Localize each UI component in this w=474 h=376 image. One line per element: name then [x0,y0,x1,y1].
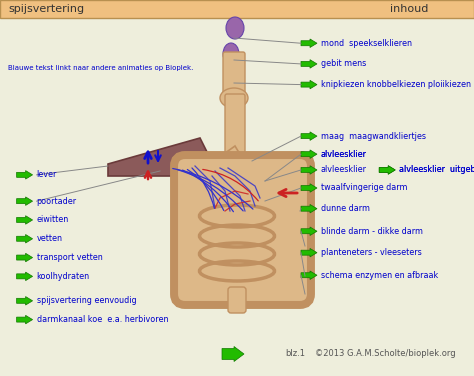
Text: alvleesklier: alvleesklier [321,165,367,174]
Text: blinde darm - dikke darm: blinde darm - dikke darm [321,227,423,236]
FancyArrow shape [17,171,33,179]
Text: poortader: poortader [36,197,77,206]
Text: alvleesklier  uitgebreid: alvleesklier uitgebreid [399,165,474,174]
Polygon shape [235,181,265,206]
FancyArrow shape [17,253,33,262]
Ellipse shape [226,17,244,39]
Polygon shape [215,176,265,189]
Text: knipkiezen knobbelkiezen ploiikiezen: knipkiezen knobbelkiezen ploiikiezen [321,80,471,89]
Text: transport vetten: transport vetten [36,253,102,262]
Ellipse shape [220,88,248,108]
FancyArrow shape [17,315,33,324]
Text: blz.1: blz.1 [285,350,305,358]
Text: alvleesklier: alvleesklier [321,150,367,159]
FancyArrow shape [379,166,395,174]
Text: vetten: vetten [36,234,63,243]
Text: spijsvertering eenvoudig: spijsvertering eenvoudig [36,296,136,305]
Text: koolhydraten: koolhydraten [36,272,90,281]
FancyArrow shape [301,39,317,47]
Text: planteneters - vleeseters: planteneters - vleeseters [321,248,422,257]
Text: lever: lever [36,170,57,179]
Text: dunne darm: dunne darm [321,204,370,213]
FancyArrow shape [301,80,317,89]
FancyArrow shape [301,205,317,213]
FancyArrow shape [222,347,244,361]
Text: alvleesklier  uitgebreid: alvleesklier uitgebreid [399,165,474,174]
FancyArrow shape [301,227,317,235]
FancyArrow shape [301,60,317,68]
FancyArrow shape [301,184,317,192]
Text: spijsvertering: spijsvertering [8,4,84,14]
FancyBboxPatch shape [228,287,246,313]
FancyArrow shape [301,150,317,158]
Text: Blauwe tekst linkt naar andere animaties op Bioplek.: Blauwe tekst linkt naar andere animaties… [8,65,193,71]
Ellipse shape [223,43,239,65]
FancyArrow shape [17,272,33,280]
FancyArrow shape [17,297,33,305]
Text: eiwitten: eiwitten [36,215,69,224]
Text: ©2013 G.A.M.Scholte/bioplek.org: ©2013 G.A.M.Scholte/bioplek.org [315,350,456,358]
FancyArrow shape [17,197,33,205]
Text: mond  speekselklieren: mond speekselklieren [321,39,412,48]
FancyArrow shape [301,271,317,279]
FancyBboxPatch shape [223,52,245,98]
FancyArrow shape [301,249,317,257]
Bar [0,0,474,18]
Text: gebit mens: gebit mens [321,59,366,68]
Text: alvleesklier: alvleesklier [321,150,367,159]
Text: inhoud: inhoud [390,4,428,14]
Text: darmkanaal koe  e.a. herbivoren: darmkanaal koe e.a. herbivoren [36,315,168,324]
FancyBboxPatch shape [177,158,308,302]
Text: maag  maagwandkliertjes: maag maagwandkliertjes [321,132,426,141]
Ellipse shape [189,158,203,180]
FancyArrow shape [379,166,395,174]
FancyArrow shape [17,235,33,243]
FancyArrow shape [301,166,317,174]
FancyArrow shape [301,132,317,140]
Polygon shape [108,138,210,176]
Text: twaalfvingerige darm: twaalfvingerige darm [321,183,408,193]
FancyBboxPatch shape [225,94,245,160]
Polygon shape [205,146,252,201]
Text: schema enzymen en afbraak: schema enzymen en afbraak [321,271,438,280]
FancyArrow shape [17,216,33,224]
